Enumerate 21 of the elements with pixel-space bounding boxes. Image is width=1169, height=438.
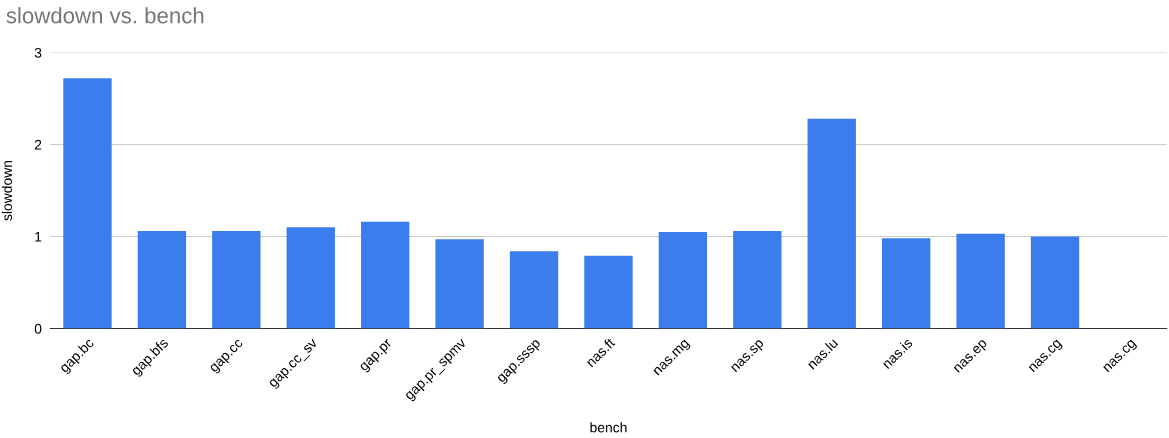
bar bbox=[212, 231, 261, 329]
chart-title: slowdown vs. bench bbox=[6, 7, 204, 24]
bar bbox=[435, 239, 484, 329]
bar bbox=[733, 231, 782, 329]
bar bbox=[584, 255, 633, 329]
y-tick-label: 1 bbox=[35, 232, 42, 242]
bar bbox=[881, 238, 931, 329]
y-tick-label: 0 bbox=[34, 323, 42, 334]
bar bbox=[286, 227, 335, 329]
bar bbox=[658, 231, 708, 329]
y-tick-label: 3 bbox=[34, 47, 42, 58]
bar bbox=[361, 221, 410, 329]
bar bbox=[807, 118, 856, 329]
bar bbox=[509, 251, 559, 329]
y-tick-label: 2 bbox=[34, 139, 42, 150]
bar bbox=[137, 231, 187, 329]
bar bbox=[956, 233, 1005, 329]
bar bbox=[1030, 236, 1080, 329]
y-axis-title: slowdown bbox=[1, 160, 13, 221]
x-axis-title: bench bbox=[590, 422, 627, 433]
bar bbox=[63, 78, 112, 329]
